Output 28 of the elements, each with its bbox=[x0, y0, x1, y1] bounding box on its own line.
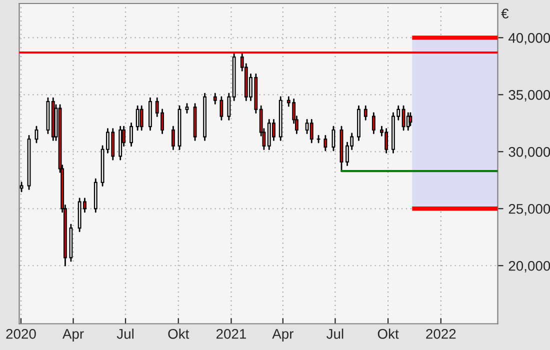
candlestick bbox=[220, 96, 224, 120]
candlestick bbox=[130, 122, 133, 147]
x-tick-label: Jul bbox=[326, 328, 344, 339]
candlestick bbox=[185, 103, 189, 114]
x-tick-label: 2021 bbox=[216, 328, 246, 339]
candlestick bbox=[372, 112, 376, 134]
x-tick-label: Jul bbox=[116, 328, 134, 339]
candlestick bbox=[136, 105, 140, 131]
x-tick-label: Apr bbox=[272, 329, 294, 342]
x-tick-label: 2022 bbox=[426, 328, 456, 339]
candlestick bbox=[140, 105, 144, 131]
y-tick-label: 35,000 bbox=[508, 90, 550, 102]
candlestick bbox=[171, 126, 175, 150]
x-tick-label: Apr bbox=[62, 329, 84, 342]
candlestick bbox=[324, 135, 328, 152]
candlestick bbox=[364, 105, 368, 120]
candlestick bbox=[227, 92, 231, 120]
y-tick-label: 25,000 bbox=[508, 204, 550, 216]
y-tick-label: 40,000 bbox=[508, 33, 550, 44]
candlestick bbox=[408, 112, 412, 126]
x-tick-label: 2020 bbox=[6, 328, 36, 339]
y-tick-label: 30,000 bbox=[508, 146, 550, 158]
x-tick-label: Okt bbox=[168, 328, 190, 339]
y-tick-label: 20,000 bbox=[508, 260, 550, 272]
y-axis-title: € bbox=[501, 8, 509, 19]
candlestick bbox=[213, 92, 217, 104]
candlestick bbox=[310, 119, 314, 144]
x-tick-label: Okt bbox=[378, 328, 399, 339]
